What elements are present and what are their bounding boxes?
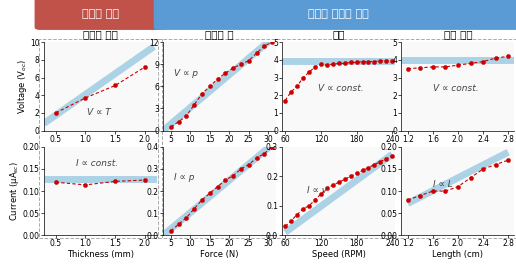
Text: 전극의 기계적 거동: 전극의 기계적 거동: [309, 9, 369, 18]
X-axis label: Thickness (mm): Thickness (mm): [67, 250, 134, 259]
Text: I ∝ const.: I ∝ const.: [75, 159, 118, 168]
Text: 전극 길이: 전극 길이: [444, 29, 472, 39]
Text: V ∝ T: V ∝ T: [87, 108, 110, 117]
Text: 누르는 힘: 누르는 힘: [205, 29, 234, 39]
X-axis label: Force (N): Force (N): [200, 250, 239, 259]
Text: V ∝ const.: V ∝ const.: [433, 84, 479, 93]
Text: 압전체 두께: 압전체 두께: [83, 29, 118, 39]
Text: I ∝ v: I ∝ v: [307, 186, 327, 195]
X-axis label: Speed (RPM): Speed (RPM): [312, 250, 366, 259]
Text: 압전체 구조: 압전체 구조: [82, 9, 119, 18]
Text: 속도: 속도: [332, 29, 345, 39]
Y-axis label: Voltage (V$_{oc}$): Voltage (V$_{oc}$): [15, 59, 29, 114]
X-axis label: Length (cm): Length (cm): [432, 250, 483, 259]
Text: V ∝ const.: V ∝ const.: [318, 84, 364, 93]
Text: I ∝ L: I ∝ L: [433, 180, 453, 189]
Text: I ∝ p: I ∝ p: [174, 174, 195, 183]
Text: V ∝ p: V ∝ p: [174, 69, 198, 78]
Y-axis label: Current (μA$_{sc}$): Current (μA$_{sc}$): [8, 161, 21, 221]
